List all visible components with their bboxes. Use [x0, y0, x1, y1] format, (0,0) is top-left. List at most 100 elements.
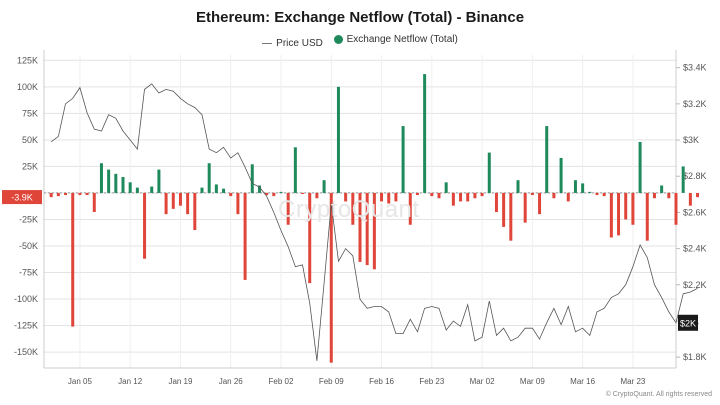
netflow-bar[interactable] — [559, 157, 563, 193]
netflow-bar[interactable] — [243, 192, 247, 280]
netflow-bar[interactable] — [135, 187, 139, 193]
netflow-bar[interactable] — [372, 192, 376, 270]
netflow-bar[interactable] — [171, 192, 175, 209]
netflow-bar[interactable] — [394, 192, 398, 202]
netflow-bar[interactable] — [250, 164, 254, 193]
netflow-bar[interactable] — [423, 74, 427, 193]
netflow-bar[interactable] — [186, 192, 190, 215]
netflow-bar[interactable] — [451, 192, 455, 206]
netflow-bar[interactable] — [99, 163, 103, 193]
netflow-bar[interactable] — [301, 192, 305, 194]
netflow-bar[interactable] — [573, 180, 577, 193]
netflow-bar[interactable] — [530, 192, 534, 196]
x-tick-label: Mar 02 — [470, 377, 495, 386]
netflow-bar[interactable] — [552, 192, 556, 199]
netflow-bar[interactable] — [279, 191, 283, 193]
legend-line-swatch — [262, 43, 273, 44]
netflow-bar[interactable] — [322, 180, 326, 193]
netflow-bar[interactable] — [143, 192, 147, 259]
netflow-bar[interactable] — [85, 192, 89, 196]
legend-item-price[interactable]: Price USD — [262, 38, 323, 49]
netflow-bar[interactable] — [631, 192, 635, 225]
netflow-bar[interactable] — [344, 192, 348, 202]
netflow-bar[interactable] — [336, 86, 340, 193]
netflow-bar[interactable] — [459, 192, 463, 202]
netflow-bar[interactable] — [487, 152, 491, 193]
netflow-bar[interactable] — [157, 169, 161, 193]
netflow-bar[interactable] — [358, 192, 362, 262]
netflow-bar[interactable] — [365, 192, 369, 266]
netflow-bar[interactable] — [214, 184, 218, 193]
netflow-bar[interactable] — [401, 126, 405, 193]
netflow-bar[interactable] — [595, 192, 599, 196]
netflow-bar[interactable] — [444, 182, 448, 193]
netflow-bar[interactable] — [150, 186, 154, 193]
netflow-bar[interactable] — [49, 192, 53, 198]
netflow-bar[interactable] — [602, 192, 606, 197]
netflow-bar[interactable] — [128, 182, 132, 193]
netflow-bar[interactable] — [624, 192, 628, 220]
netflow-bar[interactable] — [329, 192, 333, 363]
netflow-bar[interactable] — [415, 192, 419, 196]
netflow-bar[interactable] — [523, 192, 527, 223]
netflow-bar[interactable] — [696, 192, 700, 198]
netflow-bar[interactable] — [480, 192, 484, 197]
netflow-bar[interactable] — [466, 192, 470, 202]
netflow-bar[interactable] — [71, 192, 75, 327]
netflow-bar[interactable] — [667, 192, 671, 199]
netflow-bar[interactable] — [236, 192, 240, 215]
netflow-bar[interactable] — [674, 192, 678, 225]
netflow-bar[interactable] — [437, 192, 441, 199]
netflow-bar[interactable] — [121, 177, 125, 193]
netflow-bar[interactable] — [688, 192, 692, 206]
netflow-bar[interactable] — [64, 192, 68, 196]
netflow-bar[interactable] — [645, 192, 649, 241]
netflow-bar[interactable] — [56, 192, 60, 197]
netflow-bar[interactable] — [473, 192, 477, 199]
netflow-bar[interactable] — [114, 173, 118, 193]
legend-item-netflow[interactable]: Exchange Netflow (Total) — [333, 34, 458, 45]
price-line[interactable] — [50, 83, 698, 361]
netflow-bar[interactable] — [380, 192, 384, 202]
netflow-bar[interactable] — [257, 185, 261, 193]
current-price-label: $2K — [680, 318, 696, 328]
netflow-bar[interactable] — [494, 192, 498, 213]
netflow-bar[interactable] — [107, 169, 111, 193]
netflow-bar[interactable] — [581, 183, 585, 193]
netflow-bar[interactable] — [681, 166, 685, 193]
legend: Price USD Exchange Netflow (Total) — [0, 34, 720, 49]
netflow-bar[interactable] — [315, 192, 319, 199]
y-tick-label-right: $2.6K — [683, 207, 707, 217]
netflow-bar[interactable] — [293, 147, 297, 193]
netflow-bar[interactable] — [265, 192, 269, 196]
netflow-bar[interactable] — [272, 192, 276, 197]
netflow-bar[interactable] — [92, 192, 96, 213]
netflow-bar[interactable] — [207, 163, 211, 193]
netflow-bar[interactable] — [660, 185, 664, 193]
netflow-bar[interactable] — [78, 192, 82, 196]
netflow-bar[interactable] — [286, 192, 290, 225]
netflow-bar[interactable] — [566, 192, 570, 202]
netflow-bar[interactable] — [617, 192, 621, 236]
netflow-bar[interactable] — [193, 192, 197, 231]
netflow-bar[interactable] — [588, 191, 592, 193]
netflow-bar[interactable] — [308, 192, 312, 284]
netflow-bar[interactable] — [545, 126, 549, 193]
netflow-bar[interactable] — [430, 192, 434, 197]
netflow-bar[interactable] — [652, 192, 656, 199]
netflow-bar[interactable] — [502, 192, 506, 227]
netflow-bar[interactable] — [200, 187, 204, 193]
y-tick-label-right: $3K — [683, 135, 699, 145]
netflow-bar[interactable] — [164, 192, 168, 215]
netflow-bar[interactable] — [538, 192, 542, 215]
netflow-bar[interactable] — [222, 188, 226, 193]
netflow-bar[interactable] — [351, 192, 355, 225]
netflow-bar[interactable] — [509, 192, 513, 241]
netflow-bar[interactable] — [609, 192, 613, 238]
netflow-bar[interactable] — [229, 192, 233, 197]
netflow-bar[interactable] — [638, 142, 642, 193]
netflow-bar[interactable] — [387, 192, 391, 204]
netflow-bar[interactable] — [178, 192, 182, 206]
netflow-bar[interactable] — [408, 192, 412, 225]
netflow-bar[interactable] — [516, 180, 520, 193]
